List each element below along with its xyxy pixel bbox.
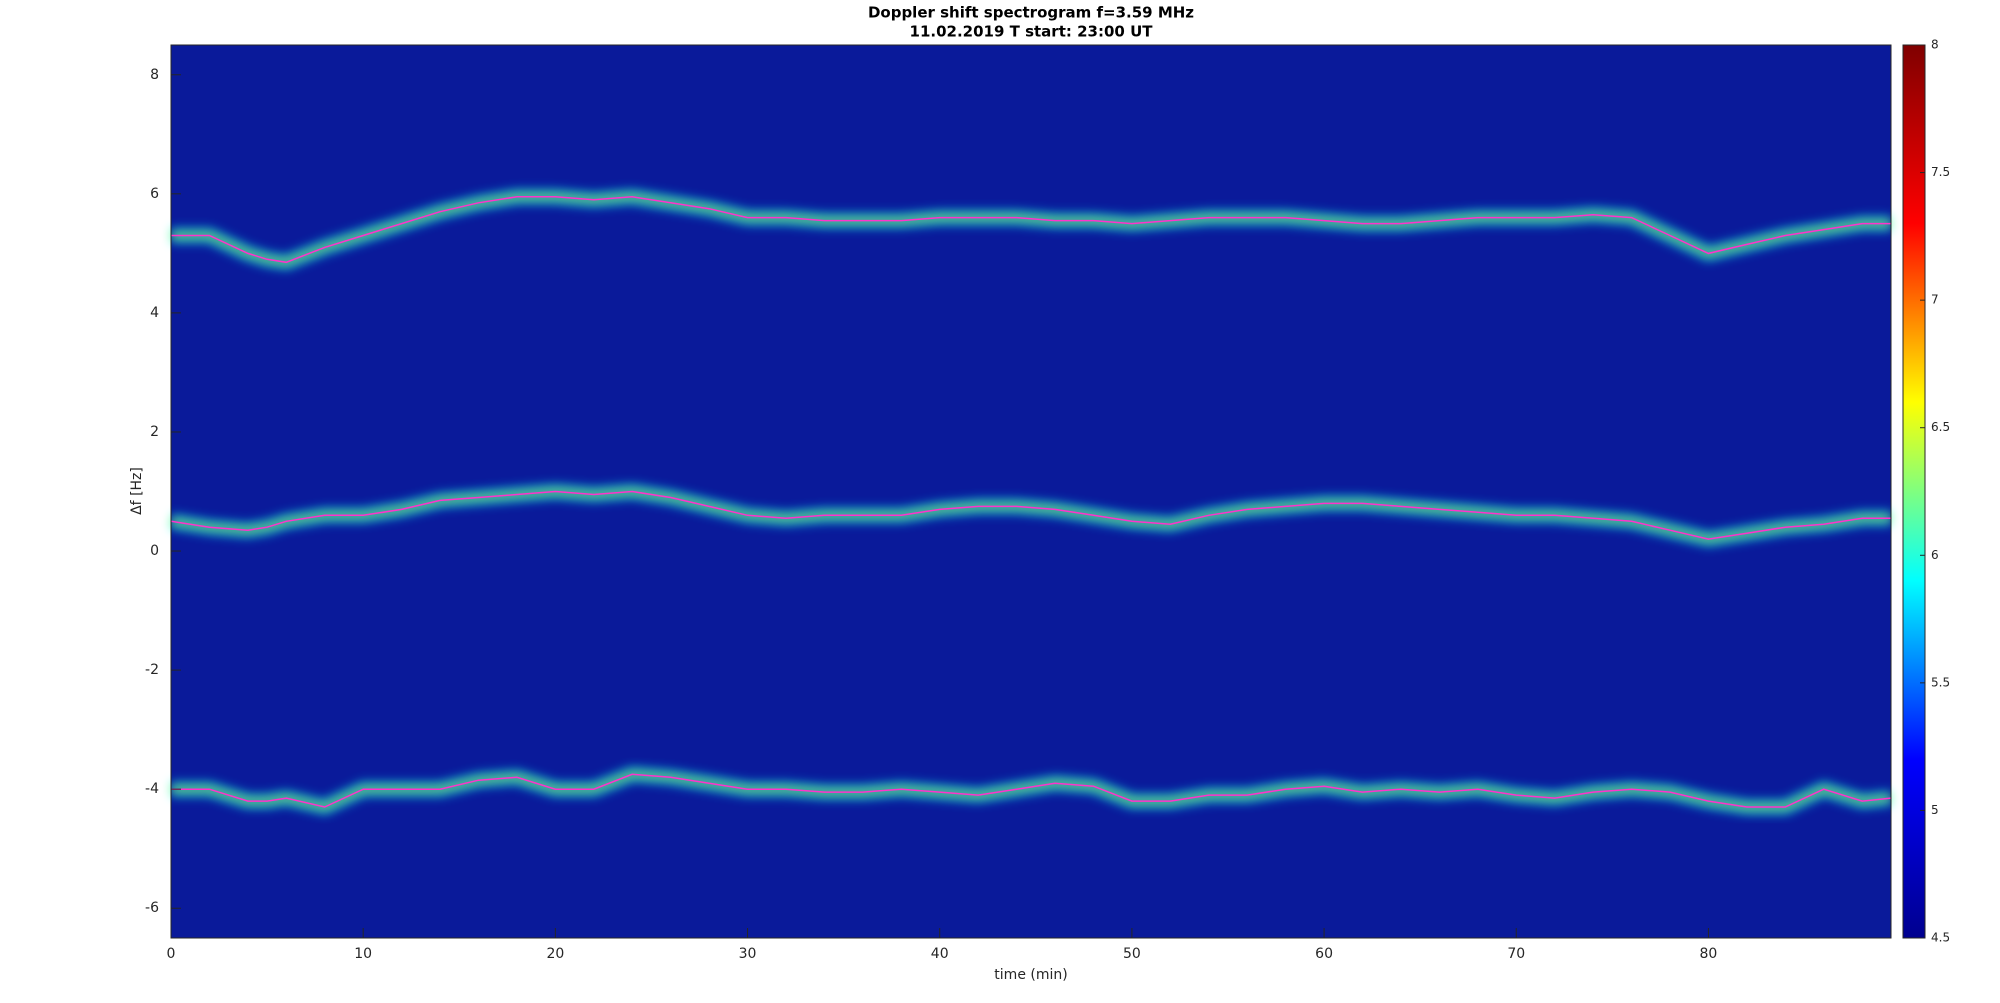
trace-line — [171, 773, 1892, 808]
chart-subtitle: 11.02.2019 T start: 23:00 UT — [910, 23, 1154, 41]
x-tick-label: 60 — [1315, 946, 1333, 962]
y-tick-label: 4 — [150, 305, 159, 321]
colorbar-tick-label: 6.5 — [1931, 420, 1950, 434]
x-tick-label: 30 — [739, 946, 757, 962]
colorbar-tick-label: 8 — [1931, 38, 1939, 52]
y-tick-label: 2 — [150, 424, 159, 440]
trace-line — [170, 490, 1891, 540]
x-tick-label: 0 — [167, 946, 176, 962]
y-tick-label: -6 — [145, 900, 159, 916]
y-tick-label: 8 — [150, 67, 159, 83]
x-tick-label: 40 — [931, 946, 949, 962]
plot-frame — [170, 44, 1892, 939]
y-tick-label: -4 — [145, 781, 159, 797]
x-tick-label: 10 — [354, 946, 372, 962]
colorbar-tick-label: 5 — [1931, 803, 1939, 817]
x-tick-label: 80 — [1700, 946, 1718, 962]
plot-area — [171, 45, 1891, 938]
colorbar-tick-label: 7 — [1931, 293, 1939, 307]
y-tick-label: -2 — [145, 662, 159, 678]
trace-line — [171, 196, 1891, 264]
chart-title: Doppler shift spectrogram f=3.59 MHz — [868, 4, 1194, 22]
colorbar-tick-label: 7.5 — [1931, 165, 1950, 179]
x-axis-label: time (min) — [994, 967, 1067, 983]
x-tick-label: 50 — [1123, 946, 1141, 962]
colorbar-tick-label: 5.5 — [1931, 675, 1950, 689]
colorbar-tick-label: 4.5 — [1931, 931, 1950, 945]
colorbar-tick-label: 6 — [1931, 548, 1939, 562]
y-tick-label: 6 — [150, 186, 159, 202]
x-tick-label: 20 — [546, 946, 564, 962]
colorbar — [1902, 44, 1926, 939]
y-tick-label: 0 — [150, 543, 159, 559]
x-tick-label: 70 — [1507, 946, 1525, 962]
y-axis-label: Δf [Hz] — [129, 467, 145, 515]
